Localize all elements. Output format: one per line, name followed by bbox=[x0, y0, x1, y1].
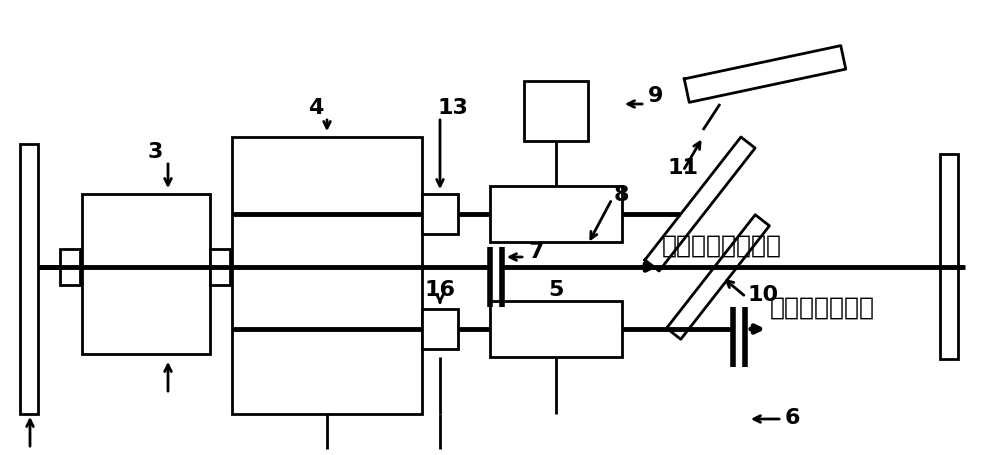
Text: 11: 11 bbox=[668, 157, 699, 177]
Text: 9: 9 bbox=[648, 86, 663, 106]
Text: 声光调制脉冲光: 声光调制脉冲光 bbox=[770, 295, 875, 319]
Text: 8: 8 bbox=[614, 185, 630, 205]
Text: 电光非偏振脉冲光: 电光非偏振脉冲光 bbox=[662, 233, 782, 258]
Bar bbox=[524, 82, 588, 142]
Bar bbox=[210, 249, 230, 285]
Text: 7: 7 bbox=[528, 242, 544, 262]
Bar bbox=[82, 195, 210, 354]
Bar bbox=[490, 301, 622, 357]
Text: 4: 4 bbox=[308, 98, 324, 118]
Bar bbox=[232, 138, 422, 414]
Text: 13: 13 bbox=[438, 98, 468, 118]
Text: 5: 5 bbox=[548, 279, 564, 299]
Bar bbox=[422, 195, 458, 234]
Bar bbox=[490, 187, 622, 243]
Text: 3: 3 bbox=[147, 142, 163, 162]
Bar bbox=[940, 155, 958, 359]
Bar bbox=[422, 309, 458, 349]
Bar bbox=[60, 249, 80, 285]
Text: 16: 16 bbox=[424, 279, 456, 299]
Text: 6: 6 bbox=[785, 407, 800, 427]
Text: 10: 10 bbox=[748, 284, 779, 304]
Bar bbox=[20, 145, 38, 414]
